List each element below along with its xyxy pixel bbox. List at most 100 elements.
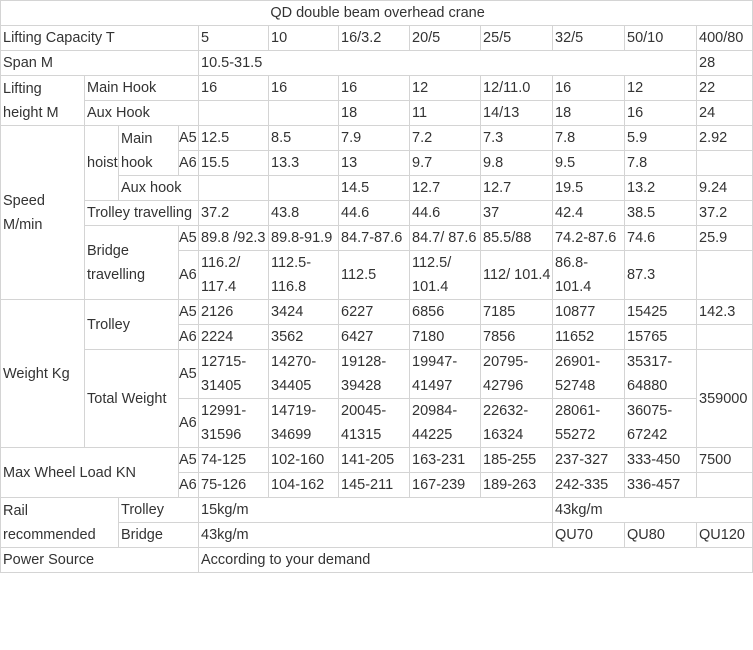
value-cell: 16 [624, 100, 697, 126]
value-cell: 167-239 [409, 472, 481, 498]
sub-label-main-hook: Main Hook [84, 75, 199, 101]
table-row: A6 12991- 31596 14719- 34699 20045- 41315 20… [1, 398, 753, 448]
value-cell: 25.9 [695, 225, 753, 251]
value-cell: 19.5 [552, 175, 625, 201]
value-cell: 20795- 42796 [480, 349, 553, 399]
value-cell: 44.6 [338, 200, 410, 226]
value-cell: 13.2 [624, 175, 697, 201]
value-cell: 359000 [695, 349, 753, 448]
value-cell: 16/3.2 [338, 25, 410, 51]
table-row: Total Weight A5 12715- 31405 14270- 34405 19… [1, 349, 753, 448]
sub-label-bridge: Bridge [118, 522, 199, 548]
value-cell: 6427 [338, 324, 410, 350]
table-row: Rail recommended Trolley 15kg/m 43kg/m [0, 497, 753, 548]
value-cell: 32/5 [552, 25, 625, 51]
value-cell: 13 [338, 150, 410, 176]
row-label-span: Span M [0, 50, 199, 76]
table-row: Weight Kg Trolley A5 2126 3424 6227 6856 7185 10… [0, 299, 753, 448]
value-cell [268, 175, 339, 201]
table-row: Speed M/min hoist Main hook A5 12.5 8.5 7.9 7.2… [0, 125, 753, 300]
value-cell: 15kg/m [198, 497, 553, 523]
table-title: QD double beam overhead crane [0, 0, 753, 26]
value-cell: 42.4 [552, 200, 625, 226]
value-cell: 9.24 [695, 175, 753, 201]
value-cell: 12 [409, 75, 481, 101]
value-cell: 189-263 [480, 472, 553, 498]
value-cell: 19947- 41497 [409, 349, 481, 399]
value-cell: 22632- 16324 [480, 398, 553, 448]
value-cell: 336-457 [624, 472, 697, 498]
value-cell: 12 [624, 75, 697, 101]
table-row: Trolley travelling 37.2 43.8 44.6 44.6 37 42.4… [1, 200, 753, 226]
value-cell: 14270- 34405 [268, 349, 339, 399]
grade-label: A6 [178, 398, 199, 448]
value-cell: 89.8-91.9 [268, 225, 339, 251]
value-cell: 16 [338, 75, 410, 101]
value-cell: 89.8 /92.3 [198, 225, 269, 251]
table-row: Lifting Capacity T 5 10 16/3.2 20/5 25/5 32/5 5… [0, 25, 753, 51]
value-cell: 141-205 [338, 447, 410, 473]
value-cell: 50/10 [624, 25, 697, 51]
value-cell: 6227 [338, 299, 410, 325]
value-cell: 5 [198, 25, 269, 51]
value-cell: 43.8 [268, 200, 339, 226]
value-cell: 237-327 [552, 447, 625, 473]
table-row: QD double beam overhead crane [0, 0, 753, 26]
value-cell: 14719- 34699 [268, 398, 339, 448]
value-cell: 38.5 [624, 200, 697, 226]
grade-label: A6 [178, 472, 199, 498]
value-cell: 185-255 [480, 447, 553, 473]
value-cell [198, 100, 269, 126]
grade-label: A5 [178, 299, 199, 325]
value-cell: 20/5 [409, 25, 481, 51]
value-cell: 25/5 [480, 25, 553, 51]
value-cell: 102-160 [268, 447, 339, 473]
sub-label-total-weight: Total Weight [84, 349, 179, 448]
value-cell: 145-211 [338, 472, 410, 498]
table-row: A6 15.5 13.3 13 9.7 9.8 9.5 7.8 [1, 150, 753, 176]
value-cell: 11652 [552, 324, 625, 350]
row-label-rail: Rail recommended [0, 497, 119, 548]
value-cell: 24 [695, 100, 753, 126]
value-cell [198, 175, 269, 201]
value-cell: 7.2 [409, 125, 481, 151]
value-cell: 84.7/ 87.6 [409, 225, 481, 251]
value-cell: 85.5/88 [480, 225, 553, 251]
value-cell: 3562 [268, 324, 339, 350]
value-cell: 22 [695, 75, 753, 101]
sub-label-aux-hook: Aux hook [118, 175, 199, 201]
value-cell: 37.2 [198, 200, 269, 226]
value-cell: 112/ 101.4 [480, 250, 553, 300]
value-cell: 18 [552, 100, 625, 126]
sub-label-hoist: hoist [84, 125, 119, 201]
row-label-speed: Speed M/min [0, 125, 85, 300]
table-row: Aux Hook 18 11 14/13 18 16 24 [1, 100, 753, 126]
sub-label-bridge-travelling: Bridge travelling [84, 225, 179, 300]
value-cell: QU120 [695, 522, 753, 548]
table-row: Span M 10.5-31.5 28 [0, 50, 753, 76]
value-cell: 15.5 [198, 150, 269, 176]
value-cell [268, 100, 339, 126]
grade-label: A6 [178, 150, 199, 176]
value-cell: 28 [695, 50, 753, 76]
value-cell: QU70 [552, 522, 625, 548]
value-cell: 9.7 [409, 150, 481, 176]
value-cell: 112.5- 116.8 [268, 250, 339, 300]
value-cell: 16 [552, 75, 625, 101]
grade-label: A6 [178, 250, 199, 300]
value-cell: 11 [409, 100, 481, 126]
value-cell: 7180 [409, 324, 481, 350]
value-cell: 7856 [480, 324, 553, 350]
value-cell: 13.3 [268, 150, 339, 176]
grade-label: A6 [178, 324, 199, 350]
value-cell: 37.2 [695, 200, 753, 226]
sub-label-trolley: Trolley [118, 497, 199, 523]
value-cell [695, 150, 753, 176]
grade-label: A5 [178, 349, 199, 399]
value-cell: 75-126 [198, 472, 269, 498]
row-label-power: Power Source [0, 547, 199, 573]
value-cell: 5.9 [624, 125, 697, 151]
value-cell: 28061- 55272 [552, 398, 625, 448]
value-cell: 10.5-31.5 [198, 50, 697, 76]
sub-label-trolley-travelling: Trolley travelling [84, 200, 199, 226]
